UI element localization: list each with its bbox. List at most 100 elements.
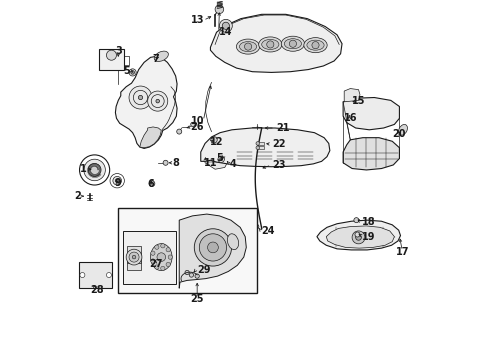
Circle shape (218, 156, 224, 162)
Ellipse shape (398, 125, 407, 135)
Bar (122, 231, 175, 284)
Bar (118, 208, 257, 293)
Circle shape (176, 129, 182, 134)
Text: 24: 24 (261, 226, 275, 236)
Polygon shape (343, 138, 399, 170)
Circle shape (147, 91, 167, 111)
Circle shape (189, 273, 193, 277)
Text: 7: 7 (152, 54, 159, 64)
Text: 20: 20 (391, 129, 405, 139)
Circle shape (199, 234, 226, 261)
Circle shape (115, 179, 119, 183)
Circle shape (154, 265, 159, 269)
Text: 10: 10 (190, 116, 204, 126)
Text: 29: 29 (197, 265, 210, 275)
Polygon shape (325, 226, 394, 248)
Polygon shape (115, 56, 177, 148)
Ellipse shape (154, 51, 168, 62)
Circle shape (106, 50, 116, 60)
Polygon shape (316, 220, 400, 250)
Circle shape (157, 253, 165, 261)
Text: 4: 4 (229, 159, 236, 169)
Circle shape (150, 251, 155, 255)
Text: 3: 3 (115, 46, 122, 56)
Circle shape (129, 69, 136, 76)
Circle shape (131, 71, 134, 74)
Polygon shape (201, 128, 329, 167)
Polygon shape (204, 148, 227, 169)
Ellipse shape (284, 39, 301, 49)
Circle shape (194, 229, 231, 266)
Text: 6: 6 (147, 179, 154, 189)
Circle shape (156, 99, 159, 103)
Ellipse shape (281, 36, 304, 51)
Circle shape (110, 174, 124, 188)
Text: 5: 5 (216, 153, 223, 163)
Text: 25: 25 (190, 294, 203, 304)
Circle shape (80, 273, 85, 278)
Circle shape (83, 159, 105, 181)
Ellipse shape (150, 244, 172, 271)
Text: 12: 12 (210, 137, 224, 147)
Polygon shape (140, 127, 161, 148)
Polygon shape (179, 214, 246, 288)
Circle shape (289, 40, 296, 47)
Text: 14: 14 (218, 27, 232, 37)
Circle shape (168, 255, 172, 259)
Text: 18: 18 (362, 217, 375, 227)
Circle shape (166, 262, 170, 267)
Text: 19: 19 (362, 232, 375, 242)
Text: 13: 13 (190, 15, 204, 26)
Text: 8: 8 (172, 158, 179, 168)
Bar (257, 146, 264, 149)
Polygon shape (343, 98, 399, 130)
Bar (257, 142, 264, 145)
Circle shape (244, 43, 251, 50)
Text: 11: 11 (204, 158, 217, 168)
Circle shape (215, 5, 223, 14)
Ellipse shape (303, 38, 326, 53)
Circle shape (253, 224, 258, 229)
Circle shape (355, 234, 361, 240)
Ellipse shape (261, 40, 278, 49)
Circle shape (154, 245, 159, 249)
Ellipse shape (236, 39, 259, 54)
Text: 16: 16 (343, 113, 356, 123)
Circle shape (129, 252, 139, 262)
Circle shape (126, 249, 142, 265)
Circle shape (138, 95, 142, 100)
Text: 2: 2 (75, 191, 81, 201)
Polygon shape (344, 89, 359, 102)
Circle shape (113, 176, 121, 185)
Text: 28: 28 (90, 285, 103, 296)
Bar (99, 49, 123, 69)
Circle shape (195, 274, 199, 278)
Circle shape (255, 146, 259, 149)
Text: 1: 1 (80, 164, 86, 174)
Circle shape (219, 19, 232, 32)
Bar (79, 262, 112, 288)
Ellipse shape (239, 41, 256, 51)
Text: 26: 26 (190, 122, 204, 132)
Circle shape (222, 22, 229, 30)
Circle shape (132, 255, 136, 259)
Text: 17: 17 (395, 247, 409, 257)
Circle shape (255, 141, 259, 145)
Text: 22: 22 (272, 139, 285, 149)
Polygon shape (210, 14, 341, 72)
Circle shape (311, 41, 319, 49)
Text: 23: 23 (272, 160, 285, 170)
Circle shape (210, 136, 217, 143)
Circle shape (207, 242, 218, 253)
Circle shape (354, 232, 359, 237)
Circle shape (184, 270, 189, 275)
Text: 9: 9 (115, 178, 122, 188)
Circle shape (88, 163, 101, 176)
Circle shape (190, 122, 195, 127)
Circle shape (163, 160, 168, 165)
Bar (126, 246, 140, 263)
Circle shape (106, 273, 111, 278)
Circle shape (351, 231, 364, 244)
Ellipse shape (227, 234, 238, 249)
Circle shape (353, 218, 358, 223)
